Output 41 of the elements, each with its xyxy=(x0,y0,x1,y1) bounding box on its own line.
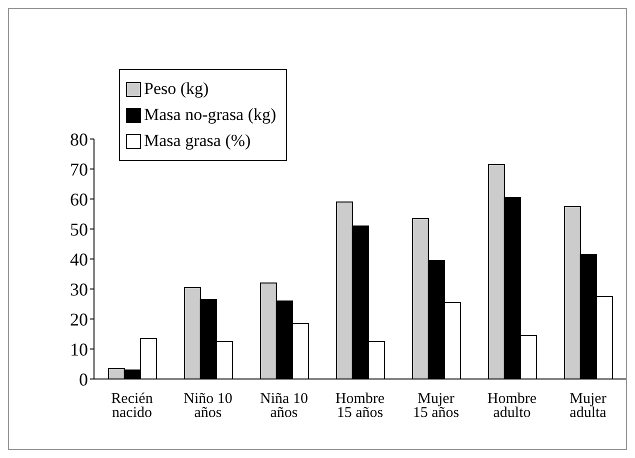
y-tick-label: 50 xyxy=(70,219,88,240)
bar xyxy=(412,218,429,379)
bar xyxy=(564,206,581,379)
y-tick-label: 30 xyxy=(70,279,88,300)
bar xyxy=(428,260,445,379)
bar xyxy=(216,341,233,379)
y-tick-label: 20 xyxy=(70,309,88,330)
y-tick-label: 40 xyxy=(70,249,88,270)
bar xyxy=(444,302,461,379)
y-tick-label: 80 xyxy=(70,129,88,150)
frame: Peso (kg) Masa no-grasa (kg) Masa grasa (%) Recién nacido Niño 10 años Niña 10 años Hombre 15 años Mujer 15 años Hombre adulto Mujer adulta 0 10 20 30 40 50 60 70 80 xyxy=(8,8,627,450)
y-tick-label: 10 xyxy=(70,339,88,360)
bar xyxy=(292,323,309,379)
x-tick-label: Hombre adulto xyxy=(487,391,537,421)
x-tick-label: Recién nacido xyxy=(111,391,154,421)
bar xyxy=(520,335,537,379)
x-tick-label: Mujer 15 años xyxy=(412,391,460,421)
bar xyxy=(184,287,201,379)
x-tick-label: Niño 10 años xyxy=(184,391,232,421)
bar xyxy=(276,300,293,379)
x-tick-label: Hombre 15 años xyxy=(335,391,385,421)
bar xyxy=(488,164,505,379)
legend-label: Masa no-grasa (kg) xyxy=(144,105,276,125)
x-tick-label: Niña 10 años xyxy=(260,391,308,421)
bar xyxy=(504,197,521,379)
bar xyxy=(580,254,597,379)
bar xyxy=(140,338,157,379)
bar xyxy=(200,299,217,379)
bar xyxy=(260,282,277,379)
y-tick-label: 60 xyxy=(70,189,88,210)
bar xyxy=(336,202,353,379)
bar xyxy=(596,296,613,379)
bar xyxy=(368,341,385,379)
y-tick-label: 0 xyxy=(79,369,88,390)
bar xyxy=(124,370,141,379)
bar xyxy=(352,226,369,379)
y-tick-label: 70 xyxy=(70,159,88,180)
legend-label: Masa grasa (%) xyxy=(144,131,251,151)
x-tick-label: Mujer adulta xyxy=(570,391,607,421)
bar xyxy=(108,368,125,379)
legend-label: Peso (kg) xyxy=(144,79,209,99)
